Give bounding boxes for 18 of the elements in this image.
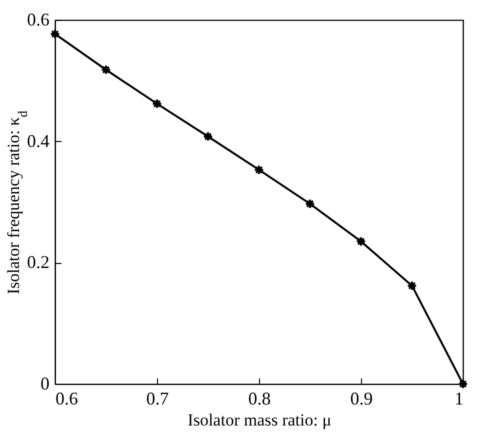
point <box>406 280 418 291</box>
y-tick-label: 0 <box>40 374 50 394</box>
x-tick-label: 0.9 <box>350 388 373 408</box>
y-tick-label: 0.4 <box>27 130 50 151</box>
point <box>202 131 214 142</box>
x-tick-label: 0.8 <box>248 388 271 408</box>
x-tick-label: 0.6 <box>56 388 78 408</box>
x-tick-label: 1 <box>454 388 464 408</box>
point <box>304 198 316 210</box>
point <box>100 64 112 75</box>
y-tick-label: 0.2 <box>27 252 50 272</box>
x-tick-label: 0.7 <box>146 388 169 408</box>
point <box>356 236 366 247</box>
x-axis-title: Isolator mass ratio: μ <box>188 410 332 430</box>
point <box>152 98 162 109</box>
point <box>50 28 60 40</box>
y-tick-label: 0.6 <box>27 10 50 30</box>
point <box>254 164 264 176</box>
